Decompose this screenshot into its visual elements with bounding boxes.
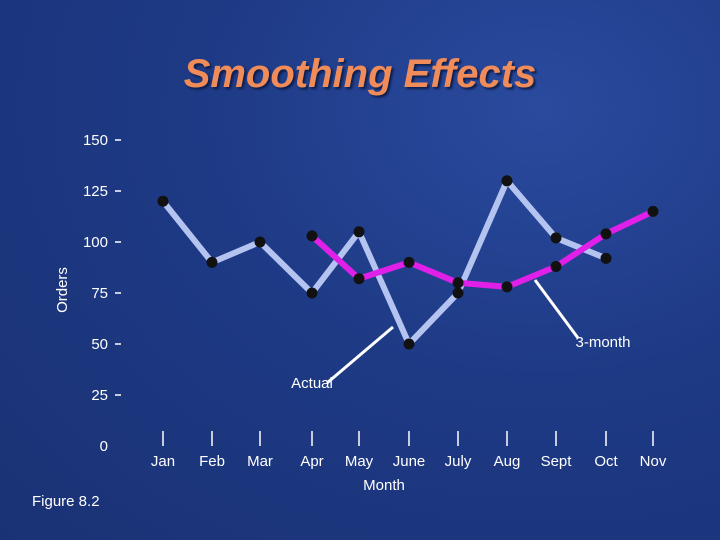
three-month-data-point xyxy=(647,205,659,217)
actual-data-point xyxy=(157,195,169,207)
x-tick-label: Jan xyxy=(151,453,175,470)
actual-series-line xyxy=(160,177,609,347)
y-tick-label: 50 xyxy=(91,336,108,353)
annotation-layer: Actual 3-month xyxy=(291,279,631,392)
three-month-series-line xyxy=(309,208,656,290)
x-tick-label: Sept xyxy=(541,453,573,470)
three-month-data-point xyxy=(353,273,365,285)
actual-callout-label: Actual xyxy=(291,375,333,392)
actual-data-point xyxy=(452,287,464,299)
three-month-data-point xyxy=(501,281,513,293)
actual-data-point xyxy=(403,338,415,350)
actual-data-point xyxy=(600,252,612,264)
y-axis-label: Orders xyxy=(54,267,71,313)
three-month-callout-line xyxy=(533,279,580,339)
x-tick-label: Oct xyxy=(594,453,618,470)
y-tick-label: 100 xyxy=(83,234,108,251)
three-month-callout-label: 3-month xyxy=(575,334,630,351)
three-month-data-point xyxy=(600,228,612,240)
y-tick-label: 125 xyxy=(83,183,108,200)
actual-data-point xyxy=(550,232,562,244)
actual-data-point xyxy=(353,226,365,238)
x-axis-label: Month xyxy=(363,477,405,494)
x-tick-label: Mar xyxy=(247,453,273,470)
actual-data-point xyxy=(306,287,318,299)
figure-label: Figure 8.2 xyxy=(32,493,100,510)
three-month-data-point xyxy=(403,256,415,268)
x-tick-label: July xyxy=(445,453,472,470)
x-axis: Jan Feb Mar Apr May June July Aug Sept Oct Nov xyxy=(151,431,667,470)
actual-data-point xyxy=(206,256,218,268)
x-tick-label: Apr xyxy=(300,453,323,470)
y-tick-label: 25 xyxy=(91,387,108,404)
y-tick-label: 0 xyxy=(100,438,108,455)
chart-title: Smoothing Effects xyxy=(183,52,537,96)
x-tick-label: Nov xyxy=(640,453,667,470)
actual-data-point xyxy=(501,175,513,187)
x-tick-label: May xyxy=(345,453,374,470)
three-month-data-point xyxy=(452,277,464,289)
actual-callout-line xyxy=(326,325,394,385)
actual-data-point xyxy=(254,236,266,248)
x-tick-label: Feb xyxy=(199,453,225,470)
series-layer xyxy=(157,175,659,350)
y-tick-label: 150 xyxy=(83,132,108,149)
three-month-data-point xyxy=(306,230,318,242)
y-tick-label: 75 xyxy=(91,285,108,302)
x-tick-label: Aug xyxy=(494,453,521,470)
y-axis: 0 25 50 75 100 125 150 xyxy=(83,132,121,455)
three-month-data-point xyxy=(550,260,562,272)
x-tick-label: June xyxy=(393,453,426,470)
